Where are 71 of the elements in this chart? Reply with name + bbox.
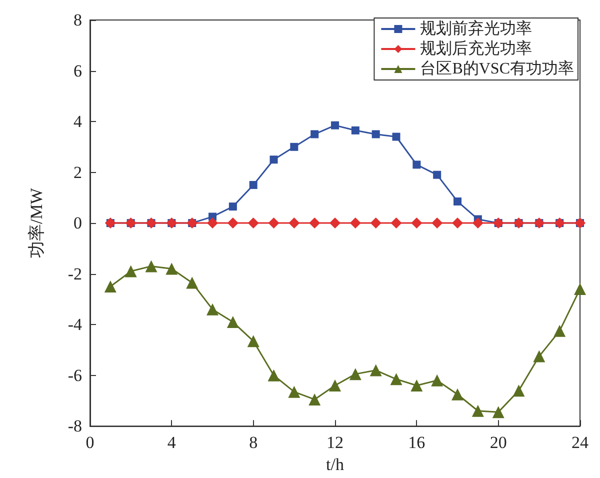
point [472, 218, 484, 229]
point [268, 218, 280, 229]
x-tick-label: 24 [572, 433, 589, 452]
point [331, 121, 339, 130]
y-axis-title: 功率/MW [27, 187, 46, 258]
point [349, 368, 362, 380]
point [207, 218, 218, 229]
point [186, 276, 198, 289]
point [226, 316, 239, 328]
point [492, 406, 504, 418]
point [554, 324, 566, 337]
point [308, 393, 321, 406]
point [454, 197, 462, 206]
point [227, 218, 238, 229]
legend-label: 规划前弃光功率 [420, 20, 532, 38]
point [433, 170, 442, 179]
point [370, 218, 382, 229]
point [432, 218, 443, 229]
point [145, 260, 158, 272]
point [410, 379, 423, 392]
point [512, 384, 525, 397]
x-tick-label: 0 [86, 433, 94, 452]
point [124, 265, 137, 278]
y-tick-label: -8 [68, 416, 82, 436]
point [206, 303, 218, 316]
point [370, 364, 382, 376]
point [270, 156, 278, 164]
point [411, 218, 422, 229]
point [412, 160, 421, 169]
point [166, 262, 178, 275]
point [228, 202, 237, 211]
point [329, 379, 341, 392]
point [309, 218, 320, 229]
y-tick-label: -4 [68, 315, 82, 334]
point [390, 373, 402, 386]
point [288, 386, 300, 398]
point [452, 218, 463, 229]
y-tick-label: -2 [68, 264, 82, 284]
y-tick-label: 0 [74, 214, 82, 233]
point [247, 335, 260, 348]
point [104, 280, 116, 293]
y-tick-label: 4 [74, 112, 82, 132]
point [472, 404, 484, 417]
x-tick-label: 4 [167, 433, 176, 452]
point [268, 369, 280, 382]
x-tick-label: 8 [249, 433, 258, 452]
x-tick-label: 16 [408, 433, 426, 452]
point [330, 218, 340, 229]
legend-label: 规划后充光功率 [420, 40, 532, 58]
point [350, 218, 361, 229]
legend-label: 台区B的VSC有功功率 [420, 60, 574, 78]
point [574, 283, 586, 296]
point [249, 180, 258, 189]
point [248, 218, 259, 229]
y-tick-label: 2 [74, 162, 82, 182]
point [290, 142, 298, 151]
y-tick-label: 8 [74, 10, 82, 30]
point [390, 218, 402, 229]
point [288, 218, 300, 229]
point [372, 130, 380, 138]
y-tick-label: -6 [68, 366, 82, 385]
x-axis-title: t/h [326, 455, 344, 474]
point [533, 350, 546, 362]
point [310, 130, 319, 138]
point [431, 374, 444, 386]
point [351, 126, 360, 134]
x-tick-label: 20 [490, 433, 507, 452]
point [452, 388, 464, 400]
point [392, 132, 400, 141]
x-tick-label: 12 [326, 433, 344, 452]
y-tick-label: 6 [74, 61, 82, 80]
